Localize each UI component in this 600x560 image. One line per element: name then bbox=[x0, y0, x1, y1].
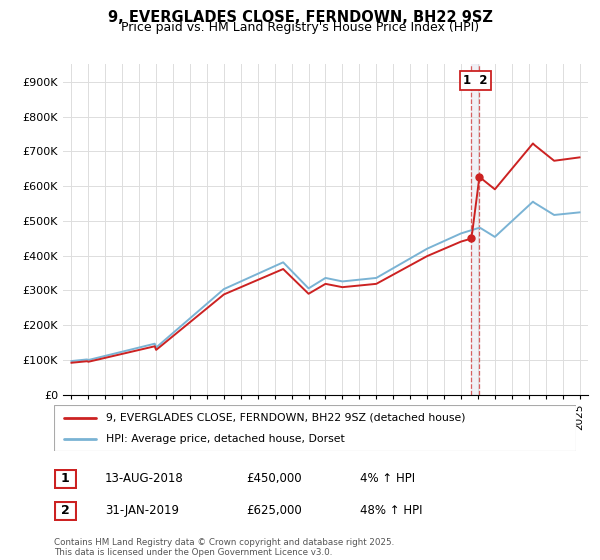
Text: £450,000: £450,000 bbox=[246, 472, 302, 486]
Text: 1: 1 bbox=[61, 472, 70, 486]
Text: 13-AUG-2018: 13-AUG-2018 bbox=[105, 472, 184, 486]
Bar bbox=[472, 64, 479, 395]
Text: 48% ↑ HPI: 48% ↑ HPI bbox=[360, 504, 422, 517]
Text: 1  2: 1 2 bbox=[463, 74, 488, 87]
Text: 2: 2 bbox=[61, 504, 70, 517]
Text: 4% ↑ HPI: 4% ↑ HPI bbox=[360, 472, 415, 486]
Text: £625,000: £625,000 bbox=[246, 504, 302, 517]
Text: HPI: Average price, detached house, Dorset: HPI: Average price, detached house, Dors… bbox=[106, 435, 345, 444]
Text: 9, EVERGLADES CLOSE, FERNDOWN, BH22 9SZ: 9, EVERGLADES CLOSE, FERNDOWN, BH22 9SZ bbox=[107, 10, 493, 25]
Text: Contains HM Land Registry data © Crown copyright and database right 2025.
This d: Contains HM Land Registry data © Crown c… bbox=[54, 538, 394, 557]
Text: 9, EVERGLADES CLOSE, FERNDOWN, BH22 9SZ (detached house): 9, EVERGLADES CLOSE, FERNDOWN, BH22 9SZ … bbox=[106, 413, 466, 423]
Text: Price paid vs. HM Land Registry's House Price Index (HPI): Price paid vs. HM Land Registry's House … bbox=[121, 21, 479, 34]
Text: 31-JAN-2019: 31-JAN-2019 bbox=[105, 504, 179, 517]
